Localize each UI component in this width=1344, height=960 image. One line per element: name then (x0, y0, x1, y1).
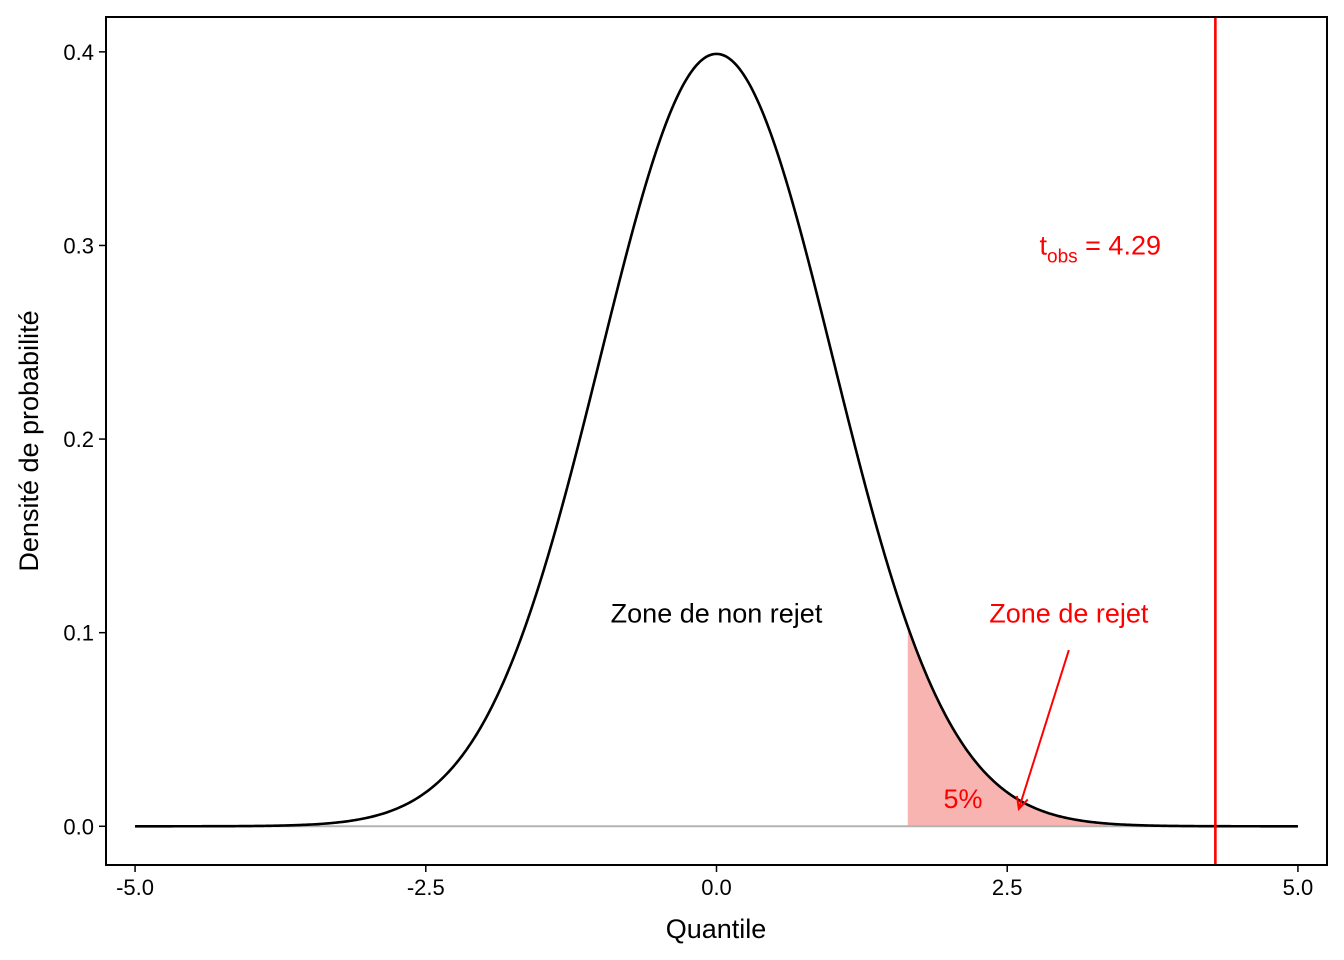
x-tick-label: 2.5 (992, 875, 1023, 900)
t-obs-subscript: obs (1047, 246, 1078, 267)
x-tick-label: 5.0 (1283, 875, 1314, 900)
x-tick-label: -5.0 (116, 875, 154, 900)
arrow-shaft (1017, 649, 1070, 810)
t-obs-base: t (1040, 230, 1048, 260)
annotation-five-percent: 5% (944, 784, 983, 814)
arrow-head (1015, 795, 1029, 812)
y-axis-title: Densité de probabilité (14, 310, 44, 571)
x-tick-label: 0.0 (701, 875, 732, 900)
annotation-reject-zone: Zone de rejet (989, 598, 1149, 628)
density-curve (135, 52, 1298, 828)
t-obs-value: = 4.29 (1078, 230, 1161, 260)
x-tick-label: -2.5 (407, 875, 445, 900)
y-tick-label: 0.1 (63, 621, 94, 646)
annotation-t-obs: tobs = 4.29 (1040, 230, 1161, 267)
x-axis-title: Quantile (666, 914, 767, 944)
rejection-area (907, 626, 1298, 827)
y-tick-label: 0.0 (63, 814, 94, 839)
y-tick-label: 0.4 (63, 40, 94, 65)
y-tick-label: 0.2 (63, 427, 94, 452)
annotation-non-reject-zone: Zone de non rejet (611, 598, 823, 628)
y-tick-label: 0.3 (63, 233, 94, 258)
panel-border (105, 16, 1328, 866)
